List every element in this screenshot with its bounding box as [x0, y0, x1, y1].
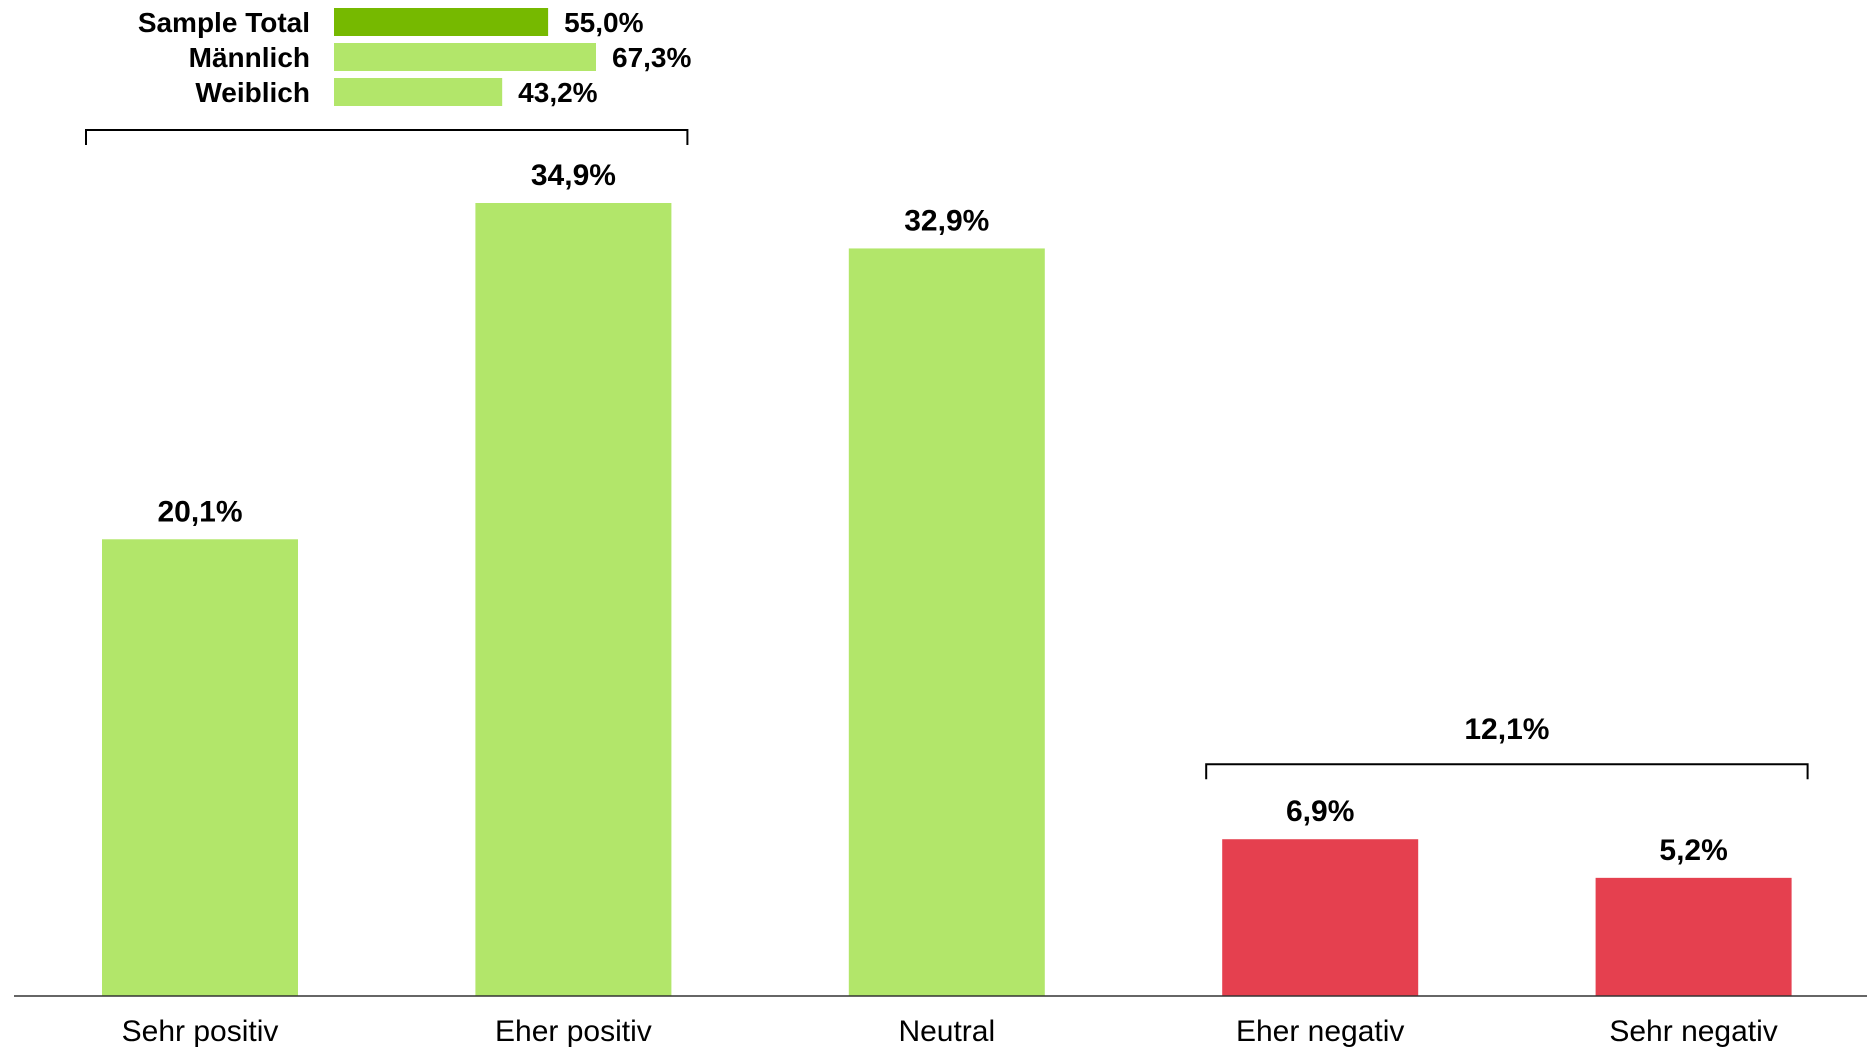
- bar-value-label: 20,1%: [157, 495, 242, 528]
- category-label: Eher positiv: [495, 1015, 652, 1048]
- bar-value-label: 34,9%: [531, 159, 616, 192]
- legend-bar: [334, 8, 549, 36]
- legend-bar: [334, 78, 503, 106]
- legend: Sample Total 55,0% Männlich 67,3% Weiblich 43…: [138, 7, 692, 108]
- legend-label: Weiblich: [195, 77, 310, 108]
- legend-label: Sample Total: [138, 7, 310, 38]
- value-labels: 20,1% 34,9% 32,9% 6,9% 5,2%: [157, 159, 1727, 867]
- bar-neutral: [848, 248, 1045, 997]
- legend-bar: [334, 43, 596, 71]
- bar-value-label: 6,9%: [1286, 795, 1354, 828]
- bar-sehr-positiv: [102, 539, 298, 996]
- legend-value-label: 43,2%: [518, 77, 597, 108]
- bar-eher-negativ: [1222, 839, 1419, 996]
- group-total-label: 12,1%: [1464, 713, 1549, 746]
- group-brackets: 12,1%: [85, 129, 1809, 780]
- group-bracket: [85, 129, 689, 145]
- category-label: Sehr positiv: [122, 1015, 279, 1048]
- legend-value-label: 55,0%: [564, 7, 643, 38]
- category-labels: Sehr positiv Eher positiv Neutral Eher nega…: [122, 1015, 1778, 1048]
- category-label: Eher negativ: [1236, 1015, 1404, 1048]
- category-label: Neutral: [898, 1015, 995, 1048]
- group-bracket: [1205, 763, 1809, 780]
- bar-value-label: 5,2%: [1659, 834, 1727, 867]
- bars: [102, 203, 1792, 997]
- category-label: Sehr negativ: [1609, 1015, 1777, 1048]
- legend-label: Männlich: [189, 42, 310, 73]
- legend-value-label: 67,3%: [612, 42, 691, 73]
- bar-sehr-negativ: [1595, 877, 1792, 996]
- bar-eher-positiv: [475, 203, 672, 996]
- bar-value-label: 32,9%: [904, 204, 989, 237]
